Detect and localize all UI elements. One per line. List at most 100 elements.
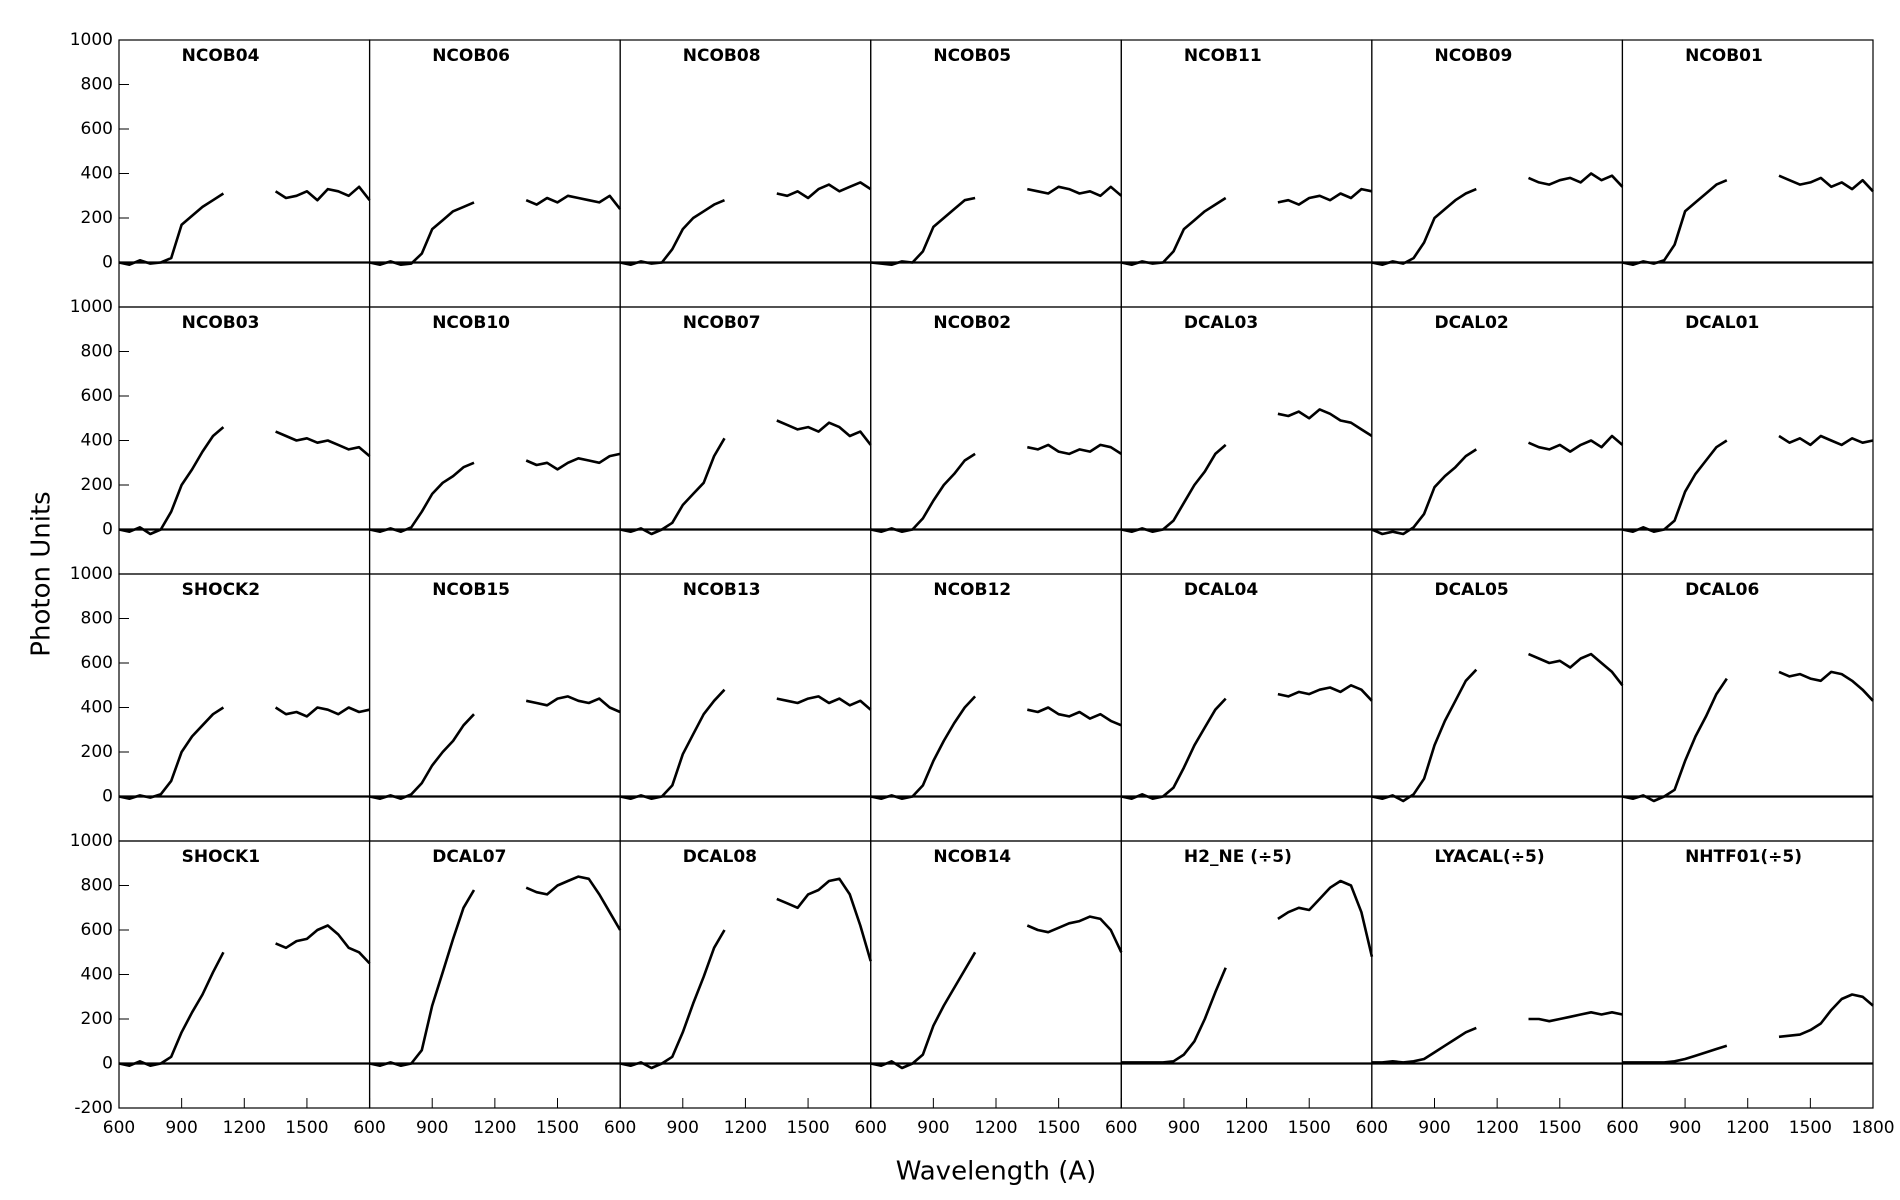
spectrum-line (1622, 174, 1874, 266)
y-tick-label: 800 (81, 75, 113, 95)
panel-frame (1371, 840, 1624, 1109)
x-tick-label: 1200 (974, 1118, 1017, 1138)
spectrum-line (1371, 172, 1624, 266)
panel-title: NCOB15 (432, 580, 510, 600)
panel-frame (1371, 306, 1624, 575)
spectrum-line (118, 185, 371, 266)
y-tick-label: 400 (81, 965, 113, 985)
x-tick-label: 600 (353, 1118, 385, 1138)
y-tick-label: 600 (81, 386, 113, 406)
x-tick-label: 1500 (536, 1118, 579, 1138)
x-tick-label: 900 (1168, 1118, 1200, 1138)
panel-frame (1120, 39, 1373, 308)
panel-frame (1621, 306, 1874, 575)
spectrum-line (1371, 434, 1624, 536)
y-tick-label: 800 (81, 876, 113, 896)
x-tick-label: 900 (917, 1118, 949, 1138)
x-axis-label: Wavelength (A) (896, 1157, 1097, 1187)
x-tick-label: 600 (1606, 1118, 1638, 1138)
x-tick-label: 1500 (285, 1118, 328, 1138)
panel-title: NCOB11 (1184, 46, 1262, 66)
y-tick-label: 200 (81, 742, 113, 762)
panel-title: NCOB03 (182, 313, 260, 333)
spectrum-line (1121, 879, 1374, 1064)
panel-frame (619, 39, 872, 308)
panel-title: NCOB07 (683, 313, 761, 333)
y-tick-label: 0 (102, 253, 113, 273)
panel-frame (619, 306, 872, 575)
y-tick-label: 1000 (70, 30, 113, 50)
y-tick-label: 0 (102, 1054, 113, 1074)
y-tick-label: 800 (81, 609, 113, 629)
y-tick-label: 200 (81, 208, 113, 228)
panel-title: DCAL08 (683, 847, 757, 867)
y-tick-label: -200 (74, 1098, 113, 1118)
spectrum-line (619, 688, 872, 800)
panel-title: SHOCK1 (182, 847, 260, 867)
y-tick-label: 200 (81, 1009, 113, 1029)
y-tick-label: 600 (81, 119, 113, 139)
y-tick-label: 0 (102, 787, 113, 807)
panel-frame (368, 306, 621, 575)
spectrum-line (1622, 993, 1874, 1064)
spectrum-line (118, 706, 370, 800)
y-tick-label: 200 (81, 475, 113, 495)
panel-frame (118, 840, 371, 1109)
y-tick-label: 0 (102, 520, 113, 540)
x-tick-label: 1200 (724, 1118, 767, 1138)
panel-frame (1371, 39, 1624, 308)
panel-title: NCOB13 (683, 580, 761, 600)
panel-frame (870, 306, 1122, 575)
panel-title: NHTF01(÷5) (1685, 847, 1802, 867)
spectrum-line (1622, 434, 1874, 533)
panel-title: NCOB08 (683, 46, 761, 66)
spectrum-line (619, 419, 872, 536)
y-axis-label: Photon Units (27, 491, 57, 656)
panel-frame (1120, 840, 1373, 1109)
x-tick-label: 900 (1669, 1118, 1701, 1138)
spectrum-line (118, 426, 371, 536)
panel-frame (619, 573, 872, 842)
x-tick-label: 1500 (1288, 1118, 1331, 1138)
y-tick-label: 1000 (70, 564, 113, 584)
x-tick-label: 1200 (1476, 1118, 1519, 1138)
panel-title: NCOB06 (432, 46, 510, 66)
panel-title: NCOB04 (182, 46, 260, 66)
y-tick-label: 400 (81, 698, 113, 718)
panel-title: DCAL07 (432, 847, 506, 867)
x-tick-label: 900 (1418, 1118, 1450, 1138)
panel-frame (870, 573, 1122, 842)
panel-frame (1120, 306, 1373, 575)
y-tick-label: 400 (81, 431, 113, 451)
panel-frame (368, 840, 621, 1109)
x-tick-label: 900 (165, 1118, 197, 1138)
y-tick-label: 1000 (70, 297, 113, 317)
panel-frame (1621, 39, 1874, 308)
spectrum-line (369, 452, 621, 533)
y-tick-label: 400 (81, 164, 113, 184)
panel-title: H2_NE (÷5) (1184, 847, 1292, 867)
y-tick-label: 1000 (70, 831, 113, 851)
spectrum-line (1371, 652, 1624, 803)
x-tick-label: 1500 (1037, 1118, 1080, 1138)
x-tick-label: 1800 (1851, 1118, 1894, 1138)
spectrum-line (1121, 187, 1373, 266)
panel-frame (1621, 840, 1874, 1109)
panel-frame (118, 306, 371, 575)
spectrum-line (369, 875, 622, 1067)
panel-title: DCAL05 (1435, 580, 1509, 600)
spectrum-line (369, 695, 621, 800)
panel-frame (870, 39, 1122, 308)
panel-title: NCOB10 (432, 313, 510, 333)
spectrum-line (870, 695, 1122, 800)
x-tick-label: 1200 (1225, 1118, 1268, 1138)
spectrum-line (1371, 1011, 1623, 1064)
x-tick-label: 1200 (223, 1118, 266, 1138)
panel-title: NCOB02 (933, 313, 1011, 333)
panel-frame (118, 573, 371, 842)
panel-frame (368, 39, 621, 308)
x-tick-label: 900 (416, 1118, 448, 1138)
spectrum-line (1121, 684, 1373, 800)
panel-frame (1371, 573, 1624, 842)
